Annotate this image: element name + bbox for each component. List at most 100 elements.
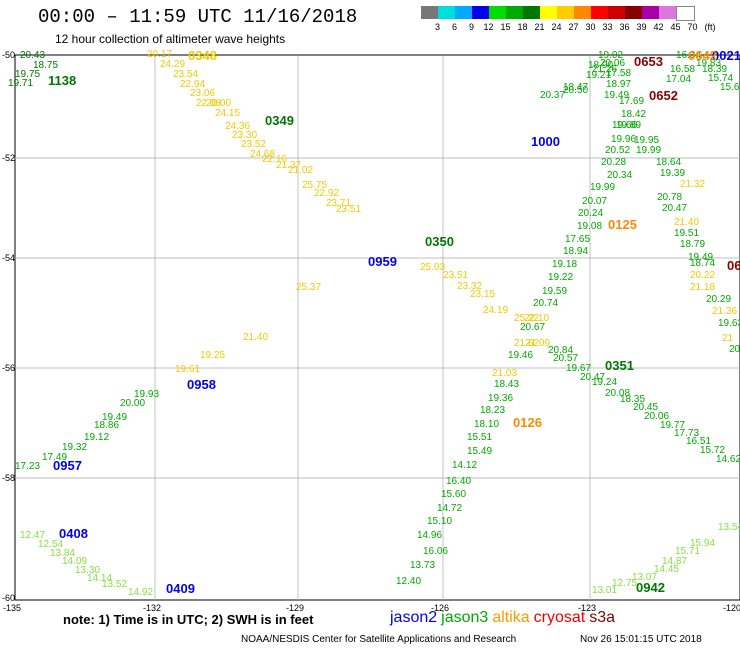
swh-value: 20.78 <box>657 192 682 203</box>
scale-swatch <box>540 6 557 19</box>
swh-value: 18.10 <box>474 419 499 430</box>
scale-swatch <box>676 6 695 21</box>
swh-value: 14.72 <box>437 503 462 514</box>
swh-value: 21.37 <box>276 160 301 171</box>
lat-label: -58 <box>2 473 15 483</box>
swh-value: 19.21 <box>586 70 611 81</box>
swh-value: 20.24 <box>578 208 603 219</box>
swh-value: 19.12 <box>84 432 109 443</box>
swh-value: 13.07 <box>632 572 657 583</box>
swh-value: 19.93 <box>134 389 159 400</box>
swh-value: 19.67 <box>566 363 591 374</box>
scale-unit: (ft) <box>704 22 716 32</box>
swh-value: 13.73 <box>410 560 435 571</box>
swh-value: 19.99 <box>590 182 615 193</box>
swh-value: 24.29 <box>160 59 185 70</box>
swh-value: 22.16 <box>262 154 287 165</box>
swh-value: 19.46 <box>508 350 533 361</box>
swh-value: 20.57 <box>553 353 578 364</box>
swh-value: 18.74 <box>690 258 715 269</box>
scale-label: 42 <box>653 22 664 32</box>
swh-value: 22.92 <box>314 188 339 199</box>
scale-swatch <box>472 6 489 19</box>
scale-swatch <box>421 6 438 19</box>
swh-value: 19.66 <box>612 120 637 131</box>
swh-value: 14.45 <box>654 564 679 575</box>
swh-value: 23.06 <box>190 88 215 99</box>
pass-time: 0351 <box>605 358 634 373</box>
swh-value: 21.18 <box>690 282 715 293</box>
swh-value: 19.77 <box>660 420 685 431</box>
timestamp: Nov 26 15:01:15 UTC 2018 <box>580 634 702 645</box>
swh-value: 23.54 <box>173 69 198 80</box>
swh-value: 12.47 <box>20 530 45 541</box>
scale-swatch <box>574 6 591 19</box>
swh-value: 21.36 <box>712 306 737 317</box>
swh-value: 17.58 <box>606 68 631 79</box>
swh-value: 20.45 <box>633 402 658 413</box>
pass-time: 0348 <box>188 48 217 63</box>
swh-value: 19.75 <box>15 69 40 80</box>
swh-value: 25.22 <box>514 313 539 324</box>
swh-value: 20.17 <box>147 49 172 60</box>
scale-label: 70 <box>687 22 698 32</box>
swh-value: 21.26 <box>592 64 617 75</box>
scale-swatch <box>557 6 574 19</box>
swh-value: 22.10 <box>524 313 549 324</box>
scale-swatch <box>489 6 506 19</box>
swh-value: 17.04 <box>666 74 691 85</box>
scale-swatch <box>523 6 540 19</box>
swh-value: 19.08 <box>577 221 602 232</box>
scale-label: 27 <box>568 22 579 32</box>
swh-value: 16.51 <box>686 436 711 447</box>
swh-value: 12.75 <box>612 578 637 589</box>
scale-label: 30 <box>585 22 596 32</box>
swh-value: 17.73 <box>674 428 699 439</box>
map-frame <box>14 54 740 601</box>
swh-value: 15.74 <box>708 73 733 84</box>
swh-value: 17.49 <box>42 452 67 463</box>
pass-time: 1138 <box>48 73 76 88</box>
swh-value: 19.24 <box>592 377 617 388</box>
swh-value: 19.49 <box>604 90 629 101</box>
swh-value: 12.54 <box>38 539 63 550</box>
scale-label: 9 <box>468 22 474 32</box>
swh-value: 20.00 <box>120 398 145 409</box>
page-title: 00:00 – 11:59 UTC 11/16/2018 <box>38 6 358 28</box>
swh-value: 17.23 <box>15 461 40 472</box>
pass-time: 0126 <box>513 415 542 430</box>
swh-value: 20.00 <box>206 98 231 109</box>
satellite-legend-cryosat: cryosat <box>533 609 586 626</box>
swh-value: 20 <box>729 344 740 355</box>
swh-value: 20.52 <box>605 145 630 156</box>
swh-value: 14.96 <box>417 530 442 541</box>
scale-label: 33 <box>602 22 613 32</box>
swh-value: 14.14 <box>87 573 112 584</box>
swh-value: 21.40 <box>243 332 268 343</box>
swh-value: 19.39 <box>660 168 685 179</box>
swh-value: 19.36 <box>488 393 513 404</box>
pass-time: 1000 <box>531 134 560 149</box>
swh-value: 19.49 <box>102 412 127 423</box>
footer-note: note: 1) Time is in UTC; 2) SWH is in fe… <box>63 612 314 627</box>
pass-time: 0957 <box>53 458 82 473</box>
lat-label: -56 <box>2 363 15 373</box>
lon-label: -126 <box>431 603 449 613</box>
pass-time: 0652 <box>649 88 678 103</box>
swh-value: 20.37 <box>540 90 565 101</box>
swh-value: 20.67 <box>520 322 545 333</box>
swh-value: 13.54 <box>718 522 740 533</box>
satellite-legend-jason2: jason2 <box>390 609 438 626</box>
scale-label: 39 <box>636 22 647 32</box>
swh-value: 15.49 <box>467 446 492 457</box>
swh-value: 18.39 <box>702 64 727 75</box>
swh-value: 18.79 <box>680 239 705 250</box>
lon-label: -120 <box>723 603 740 613</box>
swh-value: 23.51 <box>443 270 468 281</box>
pass-time: 0349 <box>265 113 294 128</box>
pass-time: 0409 <box>166 581 195 596</box>
swh-value: 15.60 <box>441 489 466 500</box>
swh-value: 19.89 <box>616 120 641 131</box>
swh-value: 18.35 <box>620 394 645 405</box>
satellite-legend: jason2 jason3 altika cryosat s3a <box>390 609 619 627</box>
